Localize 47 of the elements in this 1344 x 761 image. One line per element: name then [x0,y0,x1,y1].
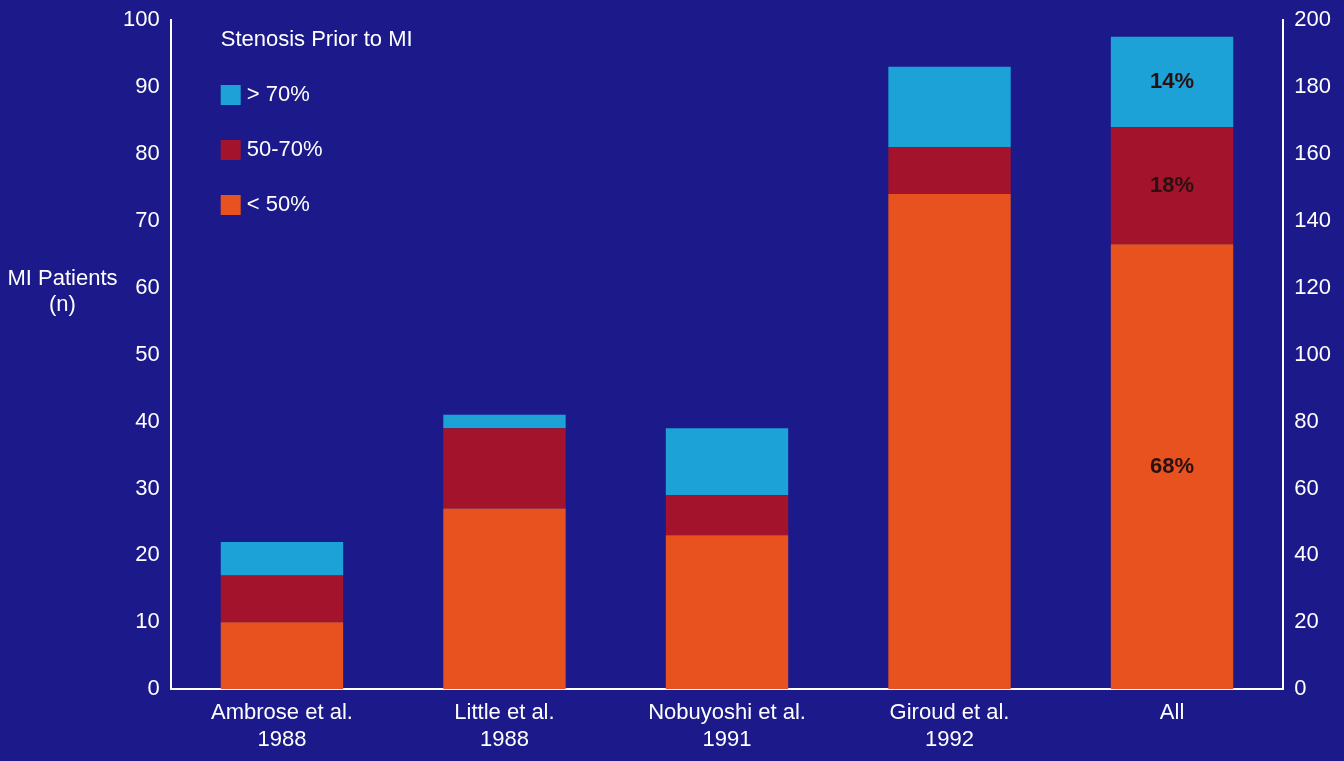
bar [443,428,566,509]
y2-tick-label: 60 [1294,474,1319,500]
x-tick-label: All [1159,699,1185,725]
bar [888,66,1011,148]
bar [443,508,566,690]
y-tick-label: 40 [135,407,160,433]
y2-tick-label: 40 [1294,541,1319,567]
y2-tick-label: 0 [1294,675,1307,701]
y2-tick-label: 80 [1294,407,1319,433]
y-tick-label: 70 [135,206,160,232]
x-tick-label: Little et al. 1988 [454,699,555,751]
y-axis-title: MI Patients (n) [6,265,119,317]
bar [665,535,789,690]
legend-label: > 70% [246,81,310,107]
y-tick-label: 30 [135,474,160,500]
y-tick-label: 100 [122,6,160,32]
bar [665,495,789,536]
x-tick-label: Giroud et al. 1992 [889,699,1010,751]
y2-tick-label: 100 [1294,340,1332,366]
y2-tick-label: 180 [1294,72,1332,98]
y2-tick-label: 20 [1294,608,1319,634]
annotation: 68% [1150,452,1195,478]
x-tick-label: Nobuyoshi et al. 1991 [648,699,806,751]
legend-label: 50-70% [246,136,323,162]
legend-label: < 50% [246,191,310,217]
y-tick-label: 20 [135,541,160,567]
bar [665,428,789,496]
bar [220,541,344,576]
annotation: 18% [1150,171,1195,197]
y-tick-label: 80 [135,139,160,165]
y2-tick-label: 160 [1294,139,1332,165]
bar [220,622,344,690]
bar [443,414,566,429]
x-tick-label: Ambrose et al. 1988 [211,699,353,751]
legend-title: Stenosis Prior to MI [220,26,413,52]
y2-tick-label: 200 [1294,6,1332,32]
bar [220,575,344,623]
bar [888,147,1011,194]
y-tick-label: 0 [147,675,160,701]
y-tick-label: 50 [135,340,160,366]
y-tick-label: 90 [135,72,160,98]
y2-tick-label: 140 [1294,206,1332,232]
annotation: 14% [1150,67,1195,93]
y-tick-label: 60 [135,273,160,299]
y-tick-label: 10 [135,608,160,634]
bar [888,193,1011,690]
y2-tick-label: 120 [1294,273,1332,299]
